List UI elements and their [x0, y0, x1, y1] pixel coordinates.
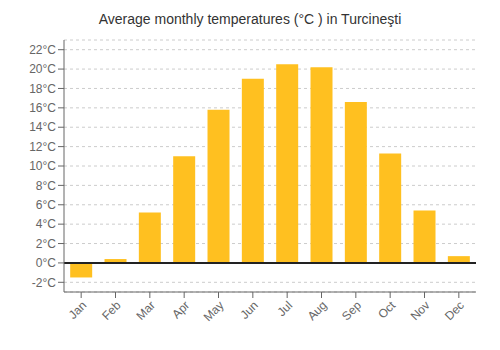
svg-text:Feb: Feb — [99, 298, 124, 323]
svg-text:18°C: 18°C — [29, 82, 56, 96]
svg-text:6°C: 6°C — [36, 198, 56, 212]
svg-text:Dec: Dec — [442, 298, 467, 323]
svg-text:Mar: Mar — [133, 298, 158, 323]
svg-text:May: May — [201, 298, 227, 324]
html-text:Average monthly temperatures (: Average monthly temperatures (°C ) in Tu… — [98, 11, 402, 27]
svg-text:Sep: Sep — [339, 298, 364, 323]
svg-text:16°C: 16°C — [29, 101, 56, 115]
svg-text:-2°C: -2°C — [32, 276, 56, 290]
svg-text:0°C: 0°C — [36, 256, 56, 270]
svg-text:Nov: Nov — [408, 298, 433, 323]
svg-text:14°C: 14°C — [29, 120, 56, 134]
svg-text:2°C: 2°C — [36, 237, 56, 251]
svg-text:Aug: Aug — [305, 298, 330, 323]
svg-text:Apr: Apr — [169, 298, 192, 321]
svg-text:Jan: Jan — [66, 298, 90, 322]
svg-text:8°C: 8°C — [36, 179, 56, 193]
svg-text:12°C: 12°C — [29, 140, 56, 154]
svg-text:20°C: 20°C — [29, 62, 56, 76]
svg-text:Oct: Oct — [375, 298, 399, 322]
svg-text:Jul: Jul — [275, 298, 296, 319]
svg-text:Jun: Jun — [237, 298, 261, 322]
svg-text:10°C: 10°C — [29, 159, 56, 173]
svg-text:4°C: 4°C — [36, 217, 56, 231]
svg-text:22°C: 22°C — [29, 43, 56, 57]
